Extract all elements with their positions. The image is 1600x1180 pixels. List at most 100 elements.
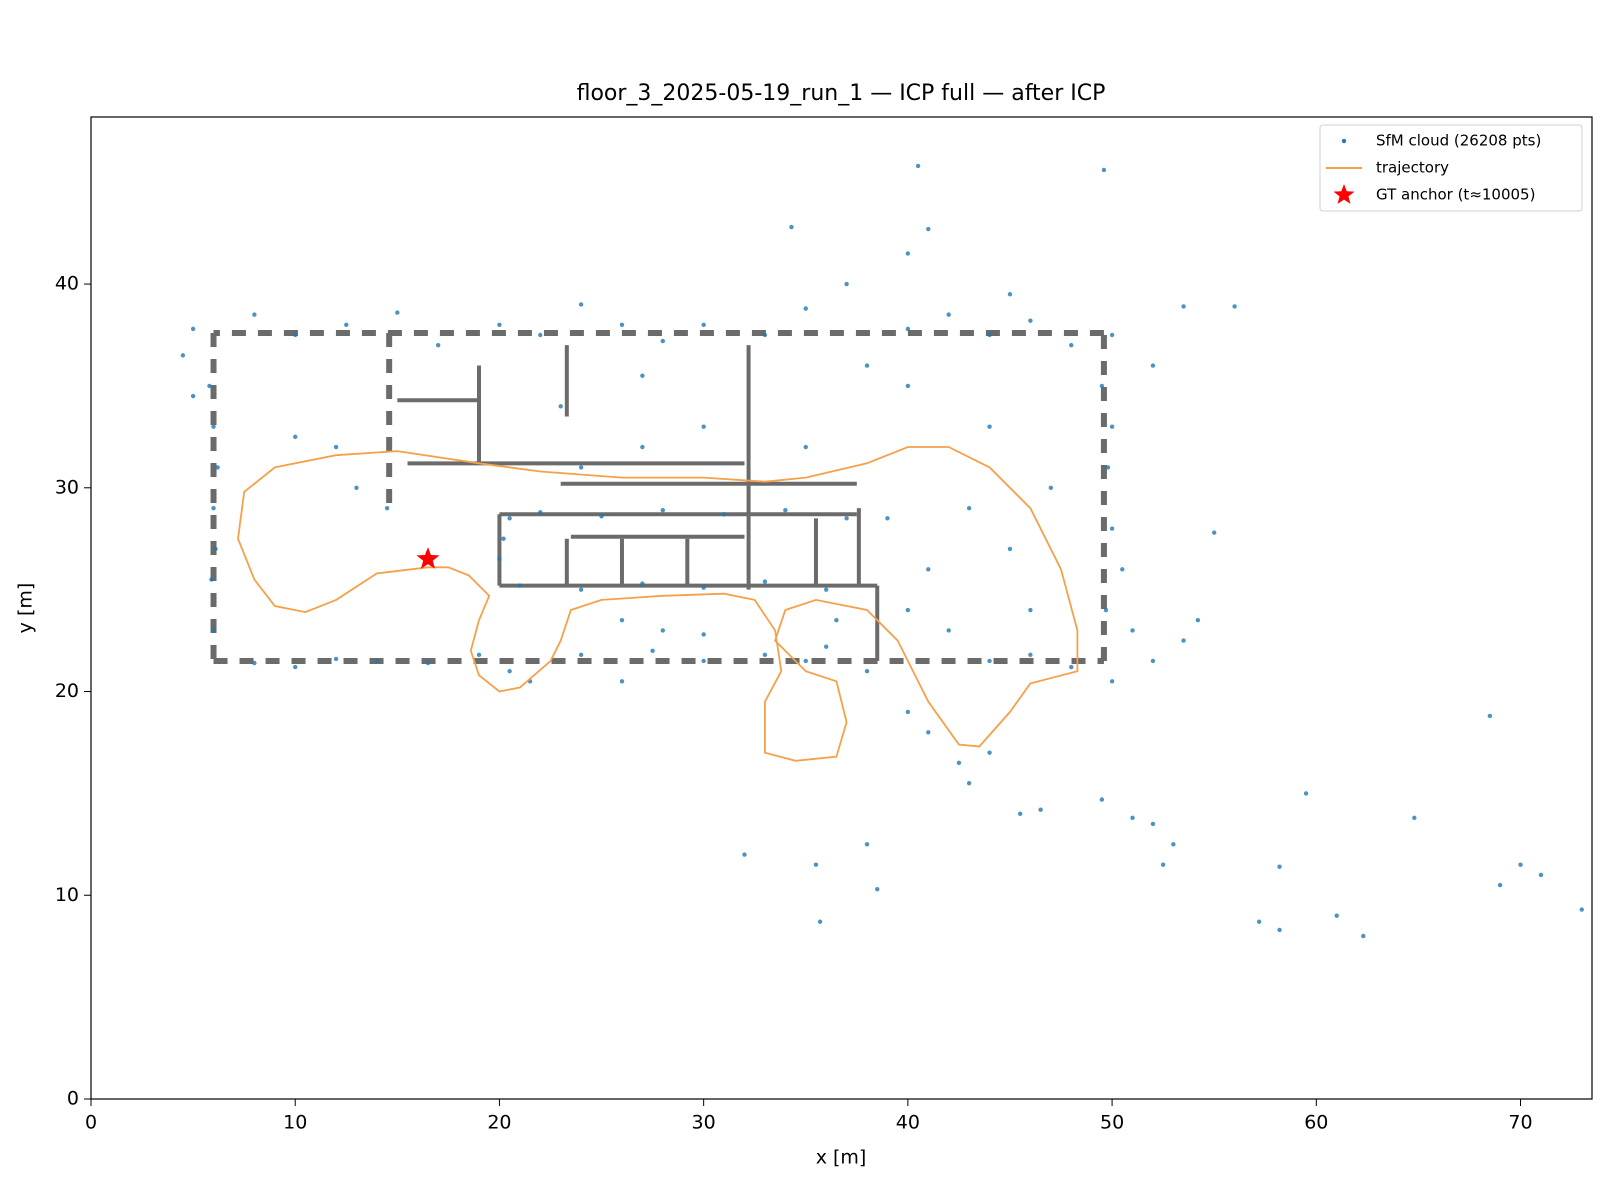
cloud-point (538, 332, 543, 338)
cloud-point (1109, 526, 1115, 531)
cloud-point (211, 424, 216, 429)
cloud-point (213, 546, 218, 552)
cloud-point (1007, 292, 1013, 297)
cloud-point (701, 585, 706, 590)
cloud-point (905, 607, 911, 613)
cloud-point (1028, 607, 1033, 613)
cloud-point (293, 434, 298, 440)
cloud-point (660, 508, 666, 513)
cloud-point (966, 781, 972, 786)
cloud-point (987, 332, 992, 338)
cloud-point (660, 338, 666, 344)
cloud-point (384, 505, 390, 511)
cloud-point (742, 852, 747, 857)
y-tick-label: 40 (55, 273, 79, 295)
cloud-point (721, 512, 727, 517)
cloud-point (578, 302, 584, 307)
cloud-point (1103, 607, 1109, 613)
cloud-point (1181, 638, 1186, 643)
y-tick-label: 20 (55, 680, 79, 702)
cloud-point (1130, 815, 1135, 821)
cloud-point (966, 505, 972, 511)
cloud-point (701, 322, 706, 328)
trajectory-line (237, 446, 1079, 762)
cloud-point (1150, 658, 1156, 664)
cloud-point (1150, 821, 1156, 827)
cloud-point (946, 628, 951, 633)
cloud-point (1579, 907, 1584, 912)
cloud-point (1277, 864, 1282, 869)
cloud-point (558, 404, 563, 409)
cloud-point (701, 424, 706, 429)
cloud-point (1038, 807, 1043, 812)
cloud-point (1109, 424, 1115, 429)
cloud-point (905, 251, 911, 256)
cloud-point (578, 587, 584, 592)
cloud-point (190, 393, 196, 399)
cloud-point (1007, 546, 1013, 552)
cloud-point (1361, 933, 1366, 939)
cloud-point (1099, 797, 1105, 802)
cloud-point (1109, 679, 1115, 684)
cloud-point (864, 842, 870, 847)
cloud-point (293, 332, 298, 338)
cloud-point (946, 312, 951, 317)
cloud-point (252, 660, 257, 666)
cloud-point (660, 628, 666, 633)
cloud-point (1069, 342, 1074, 348)
cloud-point (333, 656, 339, 662)
cloud-point (1487, 713, 1493, 719)
y-tick-label: 0 (67, 1088, 79, 1110)
cloud-point (640, 581, 645, 586)
x-tick-label: 60 (1304, 1112, 1328, 1134)
cloud-point (435, 342, 441, 348)
cloud-point (803, 658, 808, 664)
cloud-point (640, 373, 645, 378)
cloud-point (1195, 618, 1201, 623)
cloud-point (497, 322, 502, 328)
cloud-point (915, 163, 921, 169)
cloud-point (619, 618, 625, 623)
legend-box (1319, 124, 1583, 212)
cloud-point (956, 760, 962, 766)
plot-frame (90, 116, 1593, 1100)
cloud-point (1171, 842, 1176, 847)
cloud-point (834, 618, 839, 623)
cloud-point (640, 444, 645, 450)
cloud-point (789, 224, 794, 230)
cloud-point (619, 679, 625, 684)
legend-marker (1341, 138, 1347, 144)
legend-label: GT anchor (t≈10005) (1376, 186, 1535, 204)
cloud-point (1028, 318, 1033, 323)
cloud-point (252, 312, 257, 317)
cloud-point (425, 660, 431, 666)
cloud-point (1303, 791, 1309, 796)
cloud-point (905, 709, 911, 715)
cloud-point (701, 632, 706, 637)
cloud-point (1412, 815, 1417, 821)
cloud-point (1150, 363, 1156, 368)
cloud-point (333, 444, 339, 450)
cloud-point (905, 326, 911, 332)
cloud-point (501, 536, 506, 541)
cloud-point (926, 567, 931, 572)
cloud-point (517, 583, 523, 588)
cloud-point (209, 577, 214, 582)
cloud-point (1017, 811, 1023, 816)
legend-marker (1333, 184, 1355, 204)
cloud-point (813, 862, 819, 867)
cloud-point (762, 332, 768, 338)
cloud-point (864, 668, 870, 674)
plot-area (180, 163, 1584, 939)
cloud-point (803, 306, 808, 311)
cloud-point (1211, 530, 1217, 535)
anchor-star (416, 547, 440, 569)
cloud-point (293, 664, 298, 670)
x-tick-label: 70 (1508, 1112, 1532, 1134)
cloud-point (1105, 465, 1111, 470)
cloud-point (1232, 304, 1237, 309)
cloud-point (701, 658, 706, 664)
legend-label: SfM cloud (26208 pts) (1376, 132, 1541, 150)
y-tick-label: 10 (55, 884, 79, 906)
cloud-point (987, 750, 992, 755)
